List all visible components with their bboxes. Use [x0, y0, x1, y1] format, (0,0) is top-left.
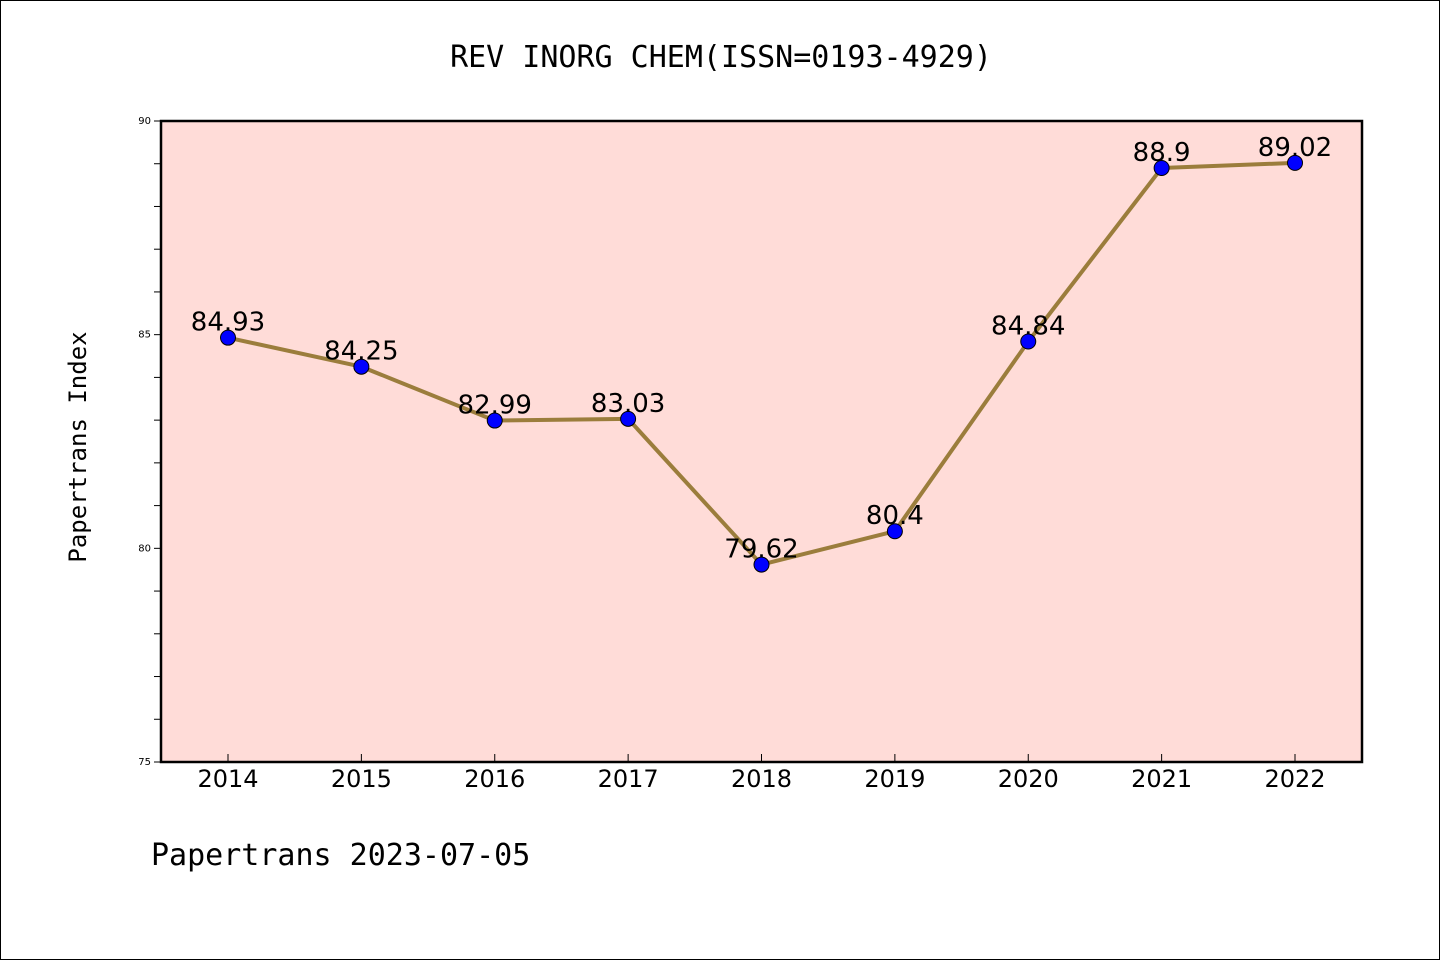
- x-tick-label: 2015: [331, 765, 392, 793]
- x-tick-label: 2016: [464, 765, 525, 793]
- series-markers: [220, 154, 1303, 573]
- data-value-label: 88.9: [1133, 138, 1191, 168]
- x-tick-label: 2017: [598, 765, 659, 793]
- x-tick-label: 2022: [1264, 765, 1325, 793]
- data-value-label: 84.25: [324, 337, 398, 367]
- plot-area: [161, 121, 1362, 762]
- data-value-label: 79.62: [724, 535, 798, 565]
- x-axis-ticks: 2014 2015 2016 2017 2018 2019 2020 2021 2022: [197, 754, 1326, 793]
- data-labels: 84.93 84.25 82.99 83.03 79.62 80.4 84.84 88.9 89…: [191, 133, 1332, 565]
- y-tick-label: 85: [138, 330, 151, 341]
- y-tick-label: 90: [138, 116, 151, 127]
- data-point-marker: [1020, 333, 1037, 350]
- x-tick-label: 2021: [1131, 765, 1192, 793]
- data-point-marker: [886, 523, 903, 540]
- x-tick-label: 2019: [864, 765, 925, 793]
- data-point-marker: [753, 556, 770, 573]
- data-point-marker: [1153, 160, 1170, 177]
- y-axis-label: Papertrans Index: [64, 331, 92, 562]
- y-tick-label: 80: [138, 543, 151, 554]
- data-point-marker: [353, 358, 370, 375]
- data-value-label: 84.84: [991, 312, 1065, 342]
- x-tick-label: 2014: [197, 765, 258, 793]
- footer-source-date: Papertrans 2023-07-05: [151, 838, 530, 873]
- y-tick-label: 75: [138, 757, 151, 768]
- data-point-marker: [620, 410, 637, 427]
- x-tick-label: 2020: [998, 765, 1059, 793]
- data-value-label: 89.02: [1258, 133, 1332, 163]
- data-point-marker: [486, 412, 503, 429]
- chart-title: REV INORG CHEM(ISSN=0193-4929): [450, 40, 992, 75]
- data-value-label: 82.99: [458, 391, 532, 421]
- y-axis-ticks: 75 80 85 90: [138, 116, 161, 768]
- data-value-label: 84.93: [191, 308, 265, 338]
- data-point-marker: [1287, 154, 1303, 171]
- plot-frame: [159, 119, 1364, 764]
- data-value-label: 80.4: [866, 501, 924, 531]
- data-point-marker: [220, 329, 236, 346]
- data-value-label: 83.03: [591, 389, 665, 419]
- x-tick-label: 2018: [731, 765, 792, 793]
